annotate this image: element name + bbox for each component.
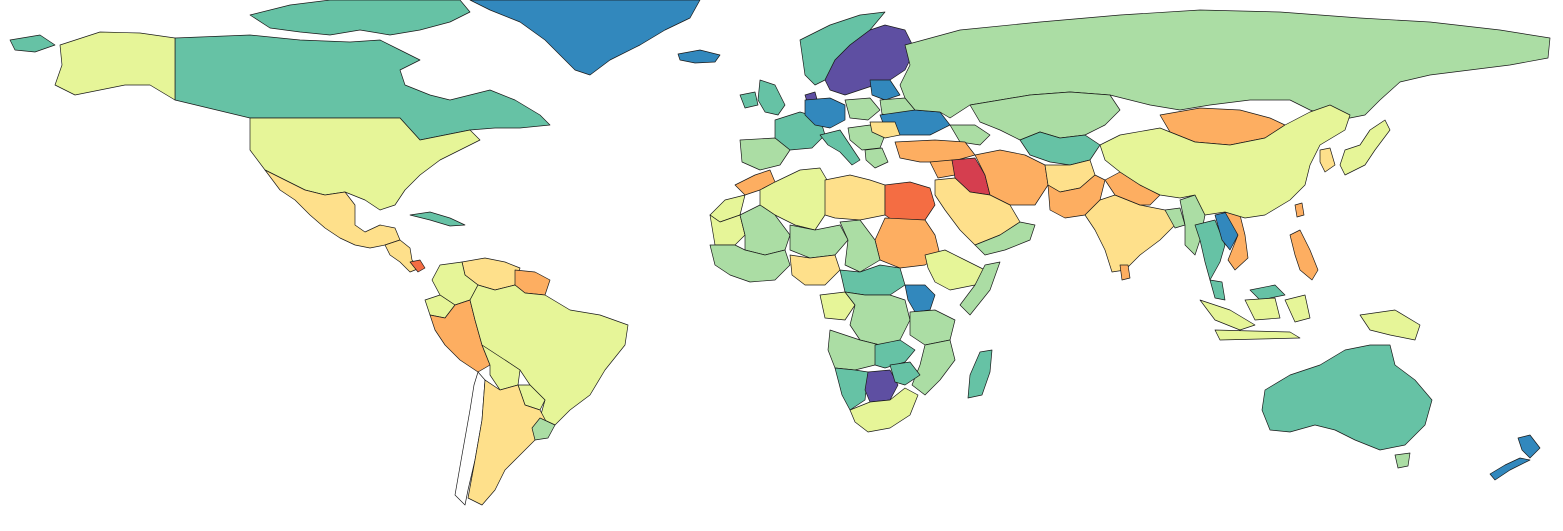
- region-greenland[interactable]: [469, 0, 701, 76]
- region-uruguay[interactable]: [531, 417, 556, 441]
- region-new-zealand[interactable]: [1489, 434, 1541, 481]
- region-greece[interactable]: [864, 147, 889, 169]
- region-china[interactable]: [1099, 104, 1351, 219]
- region-taiwan[interactable]: [1294, 202, 1305, 218]
- region-syria[interactable]: [929, 159, 956, 179]
- region-poland[interactable]: [844, 97, 881, 121]
- region-zambia[interactable]: [874, 339, 916, 369]
- region-korea[interactable]: [1319, 147, 1336, 173]
- region-libya[interactable]: [824, 174, 886, 221]
- region-japan[interactable]: [1339, 119, 1391, 176]
- region-mauritania[interactable]: [709, 214, 746, 246]
- region-vietnam[interactable]: [1224, 211, 1249, 271]
- region-arctic-islet[interactable]: [9, 34, 56, 53]
- region-iberia[interactable]: [739, 137, 791, 171]
- region-yemen-oman[interactable]: [974, 221, 1036, 256]
- region-kazakhstan[interactable]: [969, 91, 1121, 141]
- region-iran[interactable]: [974, 149, 1049, 206]
- region-chad[interactable]: [839, 219, 881, 273]
- region-costa-rica[interactable]: [409, 259, 426, 273]
- region-mexico[interactable]: [264, 169, 401, 249]
- region-central-asia[interactable]: [1019, 131, 1101, 166]
- region-philippines[interactable]: [1289, 229, 1319, 281]
- region-cuba[interactable]: [409, 211, 466, 227]
- region-ireland[interactable]: [739, 91, 759, 109]
- region-alaska[interactable]: [54, 31, 176, 101]
- region-caucasus[interactable]: [949, 124, 991, 146]
- region-somalia[interactable]: [959, 261, 1001, 316]
- region-gabon-congo[interactable]: [819, 291, 856, 321]
- region-india[interactable]: [1084, 194, 1176, 273]
- region-madagascar[interactable]: [967, 349, 993, 399]
- region-australia[interactable]: [1261, 344, 1433, 451]
- region-south-africa[interactable]: [849, 387, 919, 433]
- region-uk[interactable]: [757, 79, 786, 116]
- region-tasmania[interactable]: [1394, 452, 1411, 469]
- region-mozambique[interactable]: [911, 339, 956, 396]
- region-iceland[interactable]: [677, 49, 721, 64]
- region-papua-new-guinea[interactable]: [1359, 309, 1421, 341]
- region-sri-lanka[interactable]: [1119, 264, 1131, 281]
- region-malaysia[interactable]: [1209, 279, 1286, 301]
- region-egypt[interactable]: [884, 181, 936, 223]
- region-pakistan[interactable]: [1047, 174, 1106, 219]
- region-germany[interactable]: [804, 97, 846, 129]
- region-tanzania[interactable]: [909, 309, 956, 346]
- region-uganda-kenya[interactable]: [904, 284, 936, 313]
- region-argentina[interactable]: [467, 379, 549, 506]
- region-thailand[interactable]: [1194, 219, 1226, 281]
- region-sweden-finland[interactable]: [824, 24, 916, 96]
- region-nigeria[interactable]: [789, 254, 841, 286]
- region-zimbabwe[interactable]: [889, 361, 921, 386]
- region-angola[interactable]: [827, 329, 881, 371]
- region-canada-islands[interactable]: [249, 0, 471, 36]
- region-drc[interactable]: [844, 291, 911, 346]
- region-niger[interactable]: [789, 224, 849, 259]
- region-baltics[interactable]: [869, 79, 901, 101]
- region-central-africa[interactable]: [839, 264, 906, 296]
- region-italy[interactable]: [819, 129, 861, 166]
- region-romania[interactable]: [869, 121, 901, 139]
- region-indonesia[interactable]: [1199, 294, 1311, 341]
- region-namibia[interactable]: [834, 367, 869, 411]
- region-turkey[interactable]: [894, 139, 976, 163]
- region-west-africa[interactable]: [709, 244, 791, 283]
